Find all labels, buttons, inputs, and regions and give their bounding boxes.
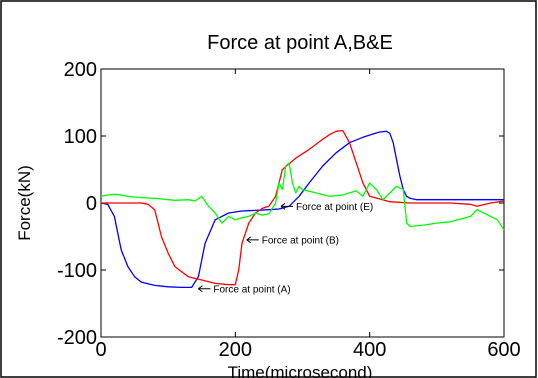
x-tick-label: 200	[219, 339, 252, 361]
x-tick-label: 0	[95, 339, 106, 361]
annotation-label: Force at point (B)	[262, 235, 339, 246]
chart-title: Force at point A,B&E	[207, 32, 393, 54]
annotation-arrow-head	[198, 285, 203, 293]
annotation-arrow-head	[246, 236, 252, 244]
y-tick-label: 0	[86, 193, 97, 215]
x-tick-label: 400	[353, 339, 386, 361]
series-line-green	[100, 162, 505, 231]
y-tick-label: 100	[64, 126, 97, 148]
y-tick-label: -200	[57, 327, 97, 349]
annotation-label: Force at point (A)	[213, 284, 290, 295]
y-tick-label: -100	[57, 260, 97, 282]
series-layer	[100, 129, 505, 289]
y-axis-label: Force(kN)	[15, 165, 34, 241]
annotation-label: Force at point (E)	[296, 202, 373, 213]
x-axis-ticks: 0 200 400 600	[95, 69, 521, 361]
y-tick-label: 200	[64, 59, 97, 81]
x-tick-label: 600	[487, 339, 520, 361]
annotation-layer: Force at point (A) Force at point (B) Forc…	[198, 202, 373, 295]
series-line-red	[101, 129, 505, 286]
x-axis-label: Time(microsecond)	[228, 363, 373, 378]
y-axis-ticks: 200 100 0 -100 -200	[57, 59, 504, 349]
series-line-blue	[100, 130, 504, 289]
annotation-arrow-head	[280, 202, 286, 210]
